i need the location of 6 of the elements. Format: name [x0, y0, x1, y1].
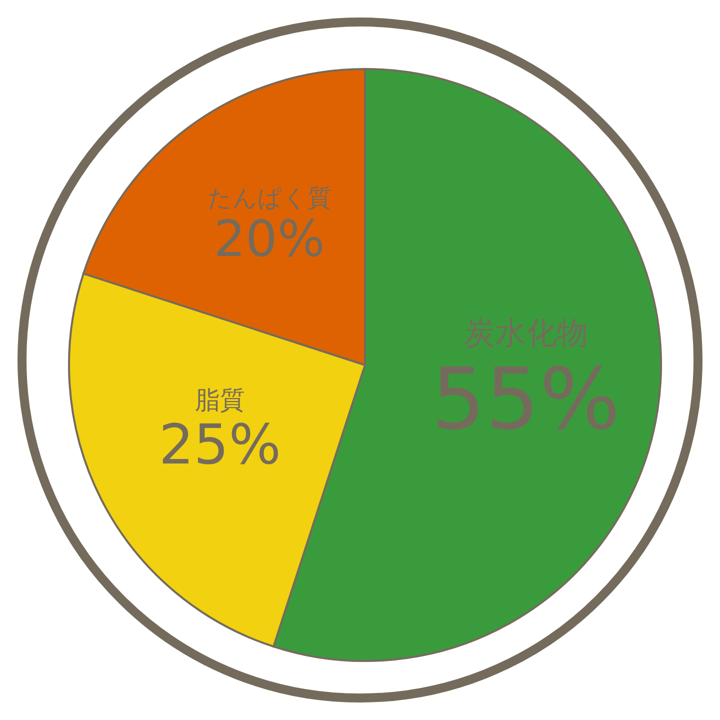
slice-label: 炭水化物 [464, 316, 588, 352]
slice-label: たんぱく質 [207, 184, 332, 212]
data-label: 20% [214, 210, 325, 268]
data-label: 55% [431, 350, 620, 450]
slice-label: 脂質 [194, 386, 245, 415]
data-label: 25% [158, 412, 282, 477]
